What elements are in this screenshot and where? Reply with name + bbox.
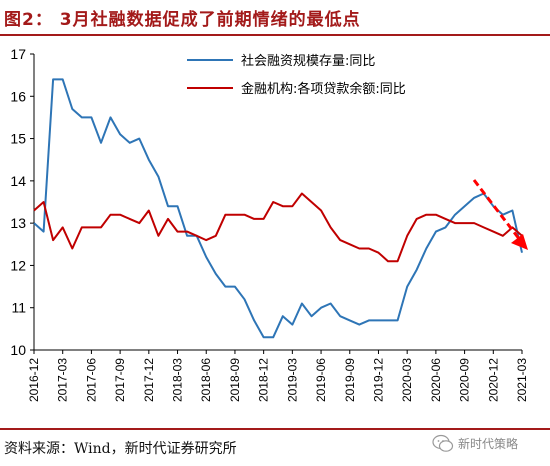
x-tick-label: 2019-12 (371, 358, 385, 402)
y-tick-label: 17 (10, 46, 26, 62)
x-tick-label: 2020-03 (400, 358, 414, 402)
x-tick-label: 2020-09 (458, 358, 472, 402)
trend-arrow-head (511, 234, 528, 250)
y-tick-label: 14 (10, 173, 26, 189)
x-tick-label: 2017-06 (84, 358, 98, 402)
legend-label-2: 金融机构:各项贷款余额:同比 (241, 81, 406, 97)
x-tick-label: 2019-03 (285, 358, 299, 402)
x-tick-label: 2016-12 (27, 358, 41, 402)
y-tick-label: 10 (10, 342, 26, 358)
x-tick-label: 2017-12 (142, 358, 156, 402)
x-tick-label: 2017-09 (113, 358, 127, 402)
x-tick-label: 2018-12 (257, 358, 271, 402)
y-tick-label: 15 (10, 131, 26, 147)
x-tick-label: 2018-06 (199, 358, 213, 402)
x-tick-label: 2018-03 (171, 358, 185, 402)
x-tick-label: 2020-12 (486, 358, 500, 402)
source-note: 资料来源：Wind，新时代证券研究所 (4, 441, 237, 457)
y-tick-label: 11 (11, 300, 26, 316)
x-tick-label: 2018-09 (228, 358, 242, 402)
y-tick-label: 12 (10, 257, 26, 273)
title-bar: 图2： 3月社融数据促成了前期情绪的最低点 (0, 0, 550, 34)
line-chart: 10 11 12 13 14 15 16 17 2016-12 2017-03 2017-06 201… (10, 46, 529, 402)
title-divider (0, 34, 550, 36)
series-line-1 (33, 78, 523, 339)
y-tick-label: 16 (10, 88, 26, 104)
x-tick-label: 2019-09 (343, 358, 357, 402)
y-tick-label: 13 (10, 215, 26, 231)
x-tick-label: 2017-03 (56, 358, 70, 402)
x-tick-label: 2019-06 (314, 358, 328, 402)
x-tick-label: 2020-06 (429, 358, 443, 402)
x-tick-label: 2021-03 (515, 358, 529, 402)
watermark-text: 新时代策略 (458, 437, 519, 451)
wechat-icon (432, 434, 454, 452)
trend-arrow-shaft (472, 179, 522, 241)
legend-label-1: 社会融资规模存量:同比 (241, 53, 375, 69)
watermark: 新时代策略 (432, 432, 544, 458)
figure-title: 图2： 3月社融数据促成了前期情绪的最低点 (4, 10, 361, 30)
footer-divider (0, 428, 550, 430)
series-line-2 (33, 192, 523, 263)
